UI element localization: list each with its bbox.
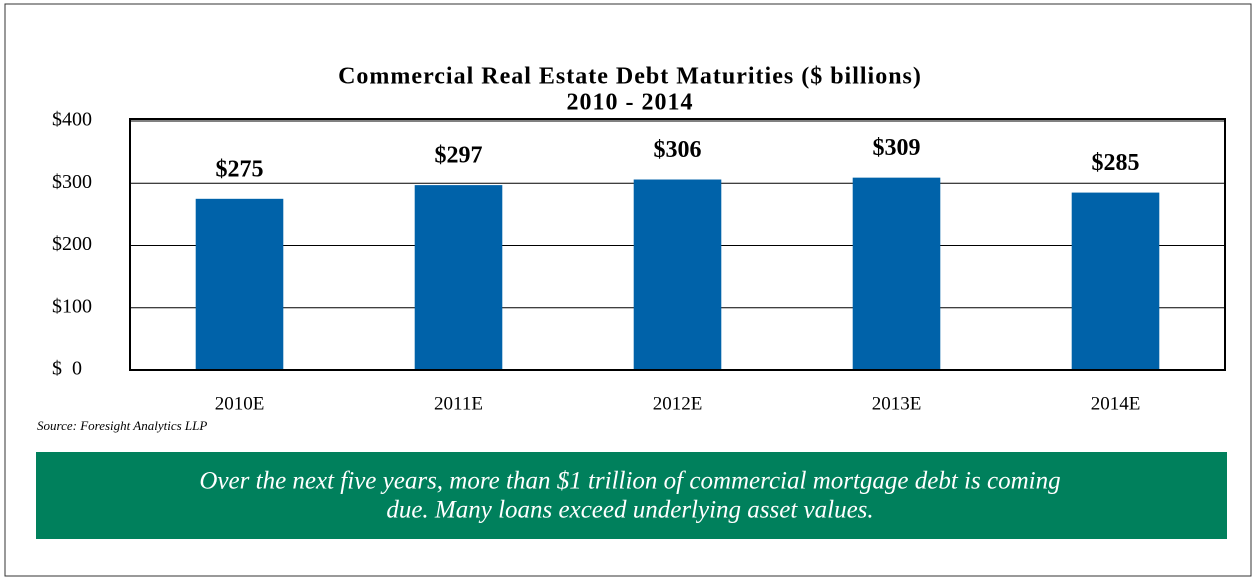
callout-box bbox=[36, 452, 1227, 539]
x-tick-label: 2012E bbox=[653, 393, 703, 414]
y-tick-label: $400 bbox=[52, 109, 92, 131]
data-label: $309 bbox=[873, 135, 921, 161]
y-tick-label: $100 bbox=[52, 295, 92, 317]
x-tick-label: 2014E bbox=[1091, 393, 1141, 414]
y-tick-label: $300 bbox=[52, 171, 92, 193]
chart-title: Commercial Real Estate Debt Maturities (… bbox=[338, 64, 922, 90]
data-label: $297 bbox=[435, 143, 483, 169]
source-note: Source: Foresight Analytics LLP bbox=[37, 418, 207, 433]
plot-frame bbox=[129, 118, 1226, 371]
bar bbox=[195, 198, 284, 370]
outer-border bbox=[4, 3, 1252, 577]
callout-line: Over the next five years, more than $1 t… bbox=[199, 468, 1060, 495]
data-label: $285 bbox=[1092, 150, 1140, 176]
data-label: $275 bbox=[216, 156, 264, 182]
callout-line: due. Many loans exceed underlying asset … bbox=[386, 497, 873, 524]
data-label: $306 bbox=[654, 137, 702, 163]
x-tick-label: 2010E bbox=[215, 393, 265, 414]
x-tick-label: 2011E bbox=[434, 393, 483, 414]
bar bbox=[414, 185, 503, 370]
bar bbox=[633, 179, 722, 370]
bar bbox=[1071, 192, 1160, 370]
y-tick-label: $ 0 bbox=[52, 358, 82, 380]
y-tick-label: $200 bbox=[52, 233, 92, 255]
bar bbox=[852, 177, 941, 370]
x-tick-label: 2013E bbox=[872, 393, 922, 414]
chart-subtitle: 2010 - 2014 bbox=[567, 90, 694, 116]
